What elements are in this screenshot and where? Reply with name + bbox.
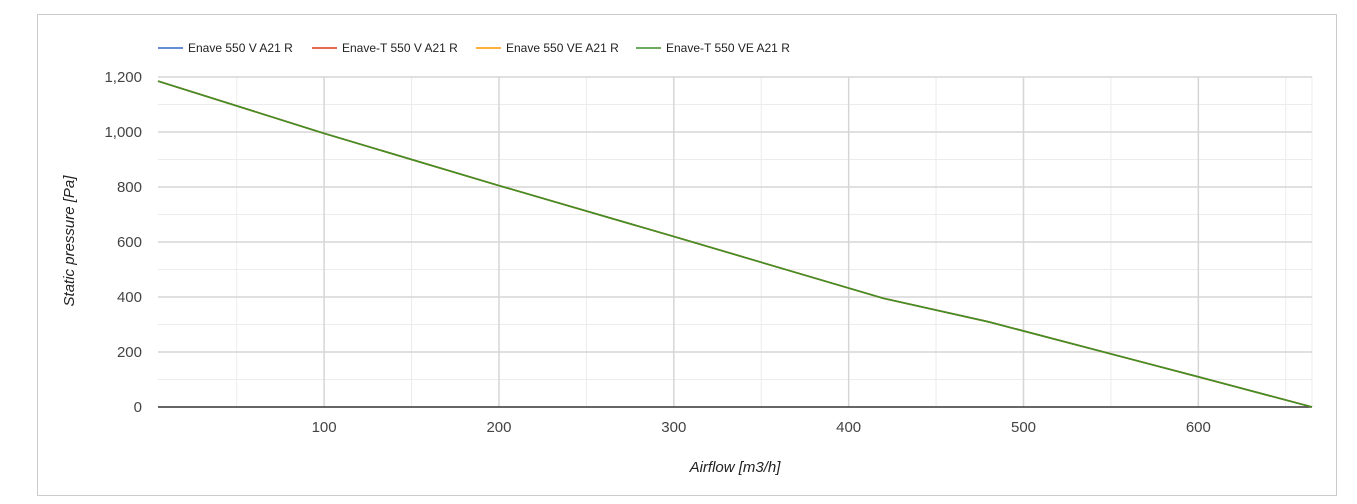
y-tick-label: 600: [117, 234, 142, 251]
y-tick-label: 800: [117, 179, 142, 196]
series-line-3: [157, 80, 1313, 408]
y-tick-label: 400: [117, 289, 142, 306]
y-tick-label: 1,000: [104, 124, 142, 141]
series-line-4: [157, 80, 1313, 408]
legend: Enave 550 V A21 R Enave-T 550 V A21 R Enav…: [158, 41, 790, 55]
x-tick-label: 400: [836, 419, 861, 436]
y-tick-label: 1,200: [104, 69, 142, 86]
x-tick-label: 500: [1011, 419, 1036, 436]
series-lines: [157, 80, 1313, 408]
legend-item: Enave-T 550 V A21 R: [312, 41, 458, 55]
chart-frame: [37, 14, 1337, 496]
y-tick-label: 200: [117, 344, 142, 361]
x-tick-label: 300: [661, 419, 686, 436]
legend-label: Enave 550 V A21 R: [188, 41, 293, 55]
series-line-1: [157, 80, 1313, 408]
x-axis-title: Airflow [m3/h]: [689, 459, 782, 476]
x-tick-label: 100: [312, 419, 337, 436]
legend-label: Enave 550 VE A21 R: [506, 41, 619, 55]
legend-label: Enave-T 550 VE A21 R: [666, 41, 790, 55]
x-tick-label: 600: [1186, 419, 1211, 436]
legend-item: Enave 550 V A21 R: [158, 41, 293, 55]
series-line-2: [157, 80, 1313, 408]
legend-label: Enave-T 550 V A21 R: [342, 41, 458, 55]
major-grid: [158, 76, 1312, 407]
legend-item: Enave 550 VE A21 R: [476, 41, 619, 55]
x-tick-label: 200: [486, 419, 511, 436]
y-tick-label: 0: [134, 399, 142, 416]
x-axis-ticks: 100 200 300 400 500 600: [312, 419, 1211, 436]
y-axis-title: Static pressure [Pa]: [61, 175, 78, 307]
legend-item: Enave-T 550 VE A21 R: [636, 41, 790, 55]
y-axis-ticks: 0 200 400 600 800 1,000 1,200: [104, 69, 142, 416]
